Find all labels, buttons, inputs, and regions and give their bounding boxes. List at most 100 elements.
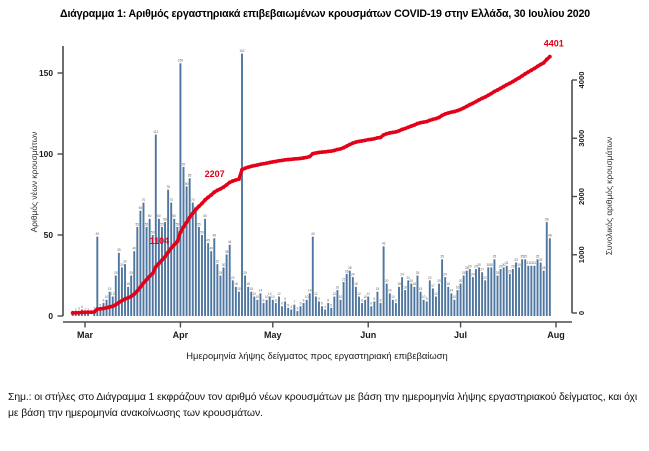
svg-text:10: 10 bbox=[339, 295, 343, 299]
svg-text:26: 26 bbox=[345, 269, 349, 273]
svg-text:92: 92 bbox=[182, 162, 186, 166]
svg-text:22: 22 bbox=[231, 276, 235, 280]
svg-text:40: 40 bbox=[132, 247, 136, 251]
svg-text:29: 29 bbox=[468, 264, 472, 268]
daily-new-cases-bars bbox=[71, 53, 551, 317]
line-annotation: 1104 bbox=[150, 236, 170, 246]
svg-text:9: 9 bbox=[318, 297, 320, 301]
svg-text:80: 80 bbox=[185, 182, 189, 186]
svg-text:20: 20 bbox=[410, 279, 414, 283]
svg-text:70: 70 bbox=[191, 198, 195, 202]
svg-text:38: 38 bbox=[225, 250, 229, 254]
svg-text:5: 5 bbox=[330, 303, 332, 307]
svg-text:12: 12 bbox=[434, 292, 438, 296]
svg-text:12: 12 bbox=[253, 292, 257, 296]
svg-text:15: 15 bbox=[376, 287, 380, 291]
month-label: Mar bbox=[77, 330, 94, 340]
svg-text:60: 60 bbox=[148, 214, 152, 218]
right-tick-label: 0 bbox=[577, 311, 586, 315]
covid-combo-chart: 0 50 100 150 0 1000 2000 3000 4000 Mar Apr May Jun Ju… bbox=[29, 39, 614, 361]
svg-text:70: 70 bbox=[169, 198, 173, 202]
svg-text:12: 12 bbox=[314, 292, 318, 296]
svg-text:10: 10 bbox=[265, 295, 269, 299]
svg-text:10: 10 bbox=[363, 295, 367, 299]
svg-text:4: 4 bbox=[324, 305, 326, 309]
svg-text:16: 16 bbox=[456, 285, 460, 289]
svg-text:33: 33 bbox=[514, 258, 518, 262]
svg-text:22: 22 bbox=[428, 276, 432, 280]
svg-text:60: 60 bbox=[203, 214, 207, 218]
svg-text:8: 8 bbox=[263, 298, 265, 302]
svg-text:18: 18 bbox=[354, 282, 358, 286]
svg-text:3: 3 bbox=[297, 307, 299, 311]
svg-text:4: 4 bbox=[290, 305, 292, 309]
svg-text:24: 24 bbox=[400, 273, 404, 277]
svg-text:3: 3 bbox=[93, 307, 95, 311]
svg-text:12: 12 bbox=[357, 292, 361, 296]
svg-text:58: 58 bbox=[545, 217, 549, 221]
svg-text:162: 162 bbox=[239, 49, 245, 53]
svg-text:18: 18 bbox=[234, 282, 238, 286]
svg-text:18: 18 bbox=[246, 282, 250, 286]
svg-text:9: 9 bbox=[373, 297, 375, 301]
svg-text:48: 48 bbox=[548, 234, 552, 238]
svg-text:5: 5 bbox=[99, 303, 101, 307]
svg-text:33: 33 bbox=[539, 258, 543, 262]
svg-text:78: 78 bbox=[166, 185, 170, 189]
svg-text:25: 25 bbox=[496, 271, 500, 275]
svg-text:14: 14 bbox=[388, 289, 392, 293]
svg-text:55: 55 bbox=[145, 222, 149, 226]
svg-text:24: 24 bbox=[471, 273, 475, 277]
svg-text:22: 22 bbox=[406, 276, 410, 280]
month-label: Jul bbox=[454, 330, 467, 340]
svg-text:31: 31 bbox=[530, 261, 534, 265]
svg-text:21: 21 bbox=[342, 277, 346, 281]
svg-text:25: 25 bbox=[416, 271, 420, 275]
svg-text:20: 20 bbox=[459, 279, 463, 283]
svg-text:9: 9 bbox=[426, 297, 428, 301]
svg-text:22: 22 bbox=[483, 276, 487, 280]
svg-text:112: 112 bbox=[153, 130, 158, 134]
svg-text:24: 24 bbox=[443, 273, 447, 277]
svg-text:16: 16 bbox=[336, 285, 340, 289]
svg-text:49: 49 bbox=[96, 232, 100, 236]
svg-text:32: 32 bbox=[123, 260, 127, 264]
svg-text:28: 28 bbox=[465, 266, 469, 270]
svg-text:18: 18 bbox=[446, 282, 450, 286]
right-axis-title: Συνολικός αριθμός κρουσμάτων bbox=[604, 137, 614, 256]
svg-text:25: 25 bbox=[462, 271, 466, 275]
svg-text:35: 35 bbox=[520, 255, 524, 259]
svg-text:31: 31 bbox=[533, 261, 537, 265]
svg-text:30: 30 bbox=[517, 263, 521, 267]
month-label: Jun bbox=[360, 330, 376, 340]
month-label: Apr bbox=[173, 330, 189, 340]
svg-text:14: 14 bbox=[450, 289, 454, 293]
svg-text:32: 32 bbox=[216, 260, 220, 264]
svg-text:48: 48 bbox=[213, 234, 217, 238]
svg-text:35: 35 bbox=[523, 255, 527, 259]
svg-text:10: 10 bbox=[256, 295, 260, 299]
cumulative-cases-points bbox=[70, 54, 552, 315]
svg-text:8: 8 bbox=[380, 298, 382, 302]
svg-text:18: 18 bbox=[397, 282, 401, 286]
svg-text:10: 10 bbox=[105, 295, 109, 299]
svg-text:17: 17 bbox=[431, 284, 435, 288]
svg-text:40: 40 bbox=[209, 247, 213, 251]
svg-text:43: 43 bbox=[382, 242, 386, 246]
svg-text:27: 27 bbox=[480, 268, 484, 272]
svg-text:30: 30 bbox=[477, 263, 481, 267]
month-label: Aug bbox=[547, 330, 565, 340]
svg-text:26: 26 bbox=[508, 269, 512, 273]
svg-text:3: 3 bbox=[78, 307, 80, 311]
svg-text:7: 7 bbox=[293, 300, 295, 304]
svg-text:70: 70 bbox=[142, 198, 146, 202]
svg-text:30: 30 bbox=[120, 263, 124, 267]
svg-text:29: 29 bbox=[474, 264, 478, 268]
svg-text:4: 4 bbox=[81, 305, 83, 309]
bar-value-labels: 1234220349581015122539303218254055657055… bbox=[72, 49, 552, 315]
svg-text:6: 6 bbox=[321, 302, 323, 306]
svg-text:10: 10 bbox=[391, 295, 395, 299]
line-annotation: 4401 bbox=[544, 39, 564, 49]
svg-text:25: 25 bbox=[243, 271, 247, 275]
